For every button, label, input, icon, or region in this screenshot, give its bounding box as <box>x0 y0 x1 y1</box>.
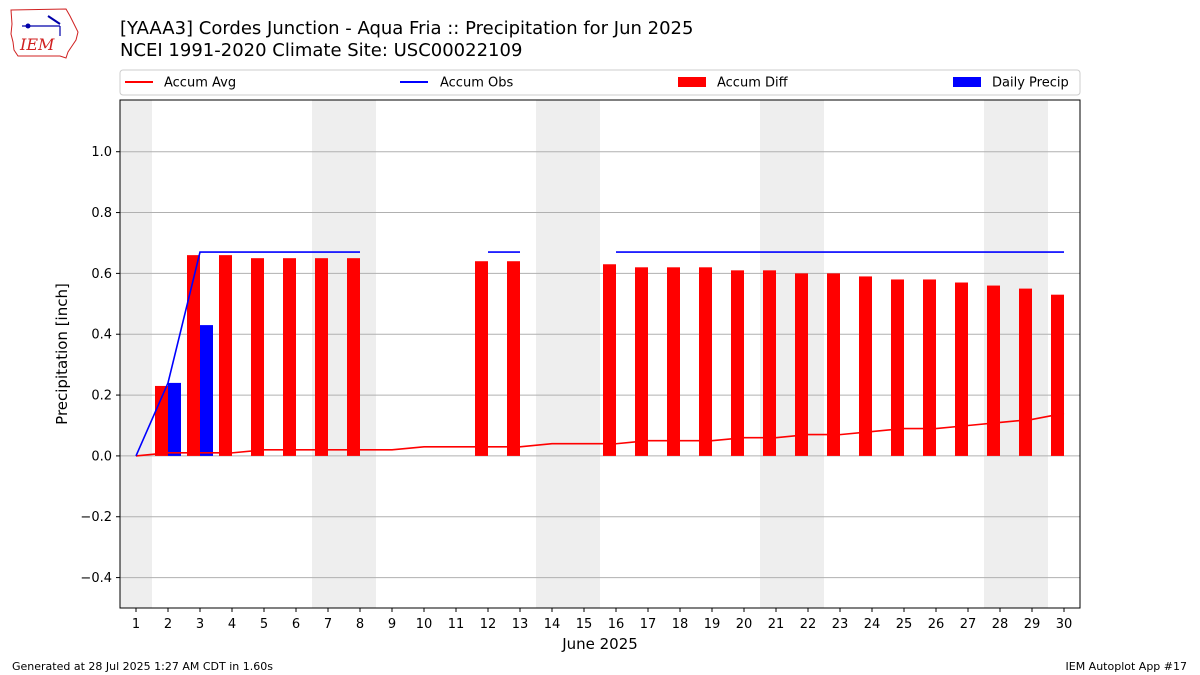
legend-label-daily-precip: Daily Precip <box>992 76 1069 91</box>
accum-diff-bar-24 <box>859 276 872 456</box>
accum-diff-bar-28 <box>987 285 1000 456</box>
generated-timestamp: Generated at 28 Jul 2025 1:27 AM CDT in … <box>12 660 273 673</box>
y-tick-label: 0.4 <box>91 328 112 343</box>
x-tick-label: 16 <box>608 617 625 632</box>
x-tick-label: 30 <box>1056 617 1073 632</box>
x-tick-label: 27 <box>960 617 977 632</box>
legend-label-accum-obs: Accum Obs <box>440 76 513 91</box>
legend-swatch-daily-precip <box>953 77 981 87</box>
x-tick-label: 11 <box>448 617 465 632</box>
accum-diff-bar-22 <box>795 273 808 456</box>
daily-precip-bar-2 <box>168 382 181 456</box>
chart-subtitle: NCEI 1991-2020 Climate Site: USC00022109 <box>120 40 523 61</box>
x-tick-label: 2 <box>164 617 172 632</box>
x-tick-label: 8 <box>356 617 364 632</box>
accum-diff-bar-16 <box>603 264 616 456</box>
accum-diff-bar-30 <box>1051 294 1064 456</box>
x-tick-label: 19 <box>704 617 721 632</box>
plot-frame <box>119 99 1081 609</box>
x-tick-label: 1 <box>132 617 140 632</box>
accum-diff-bar-29 <box>1019 288 1032 456</box>
x-tick-label: 28 <box>992 617 1009 632</box>
legend-label-accum-avg: Accum Avg <box>164 76 236 91</box>
accum-diff-bar-23 <box>827 273 840 456</box>
x-tick-label: 12 <box>480 617 497 632</box>
x-axis: 1 2 3 4 5 6 7 8 9 10 11 12 13 14 15 16 17 18 19 20 21 22 23 24 2… <box>132 608 1072 632</box>
accum-diff-bar-20 <box>731 270 744 456</box>
accum-avg-line <box>135 412 1065 457</box>
iem-logo: IEM <box>10 8 79 59</box>
accum-diff-bar-19 <box>699 267 712 456</box>
x-tick-label: 7 <box>324 617 332 632</box>
daily-precip-bar-3 <box>200 325 213 456</box>
grid-lines <box>120 151 1080 579</box>
x-tick-label: 9 <box>388 617 396 632</box>
x-tick-label: 18 <box>672 617 689 632</box>
y-tick-label: 0.2 <box>91 389 112 404</box>
logo-text: IEM <box>19 35 55 54</box>
x-tick-label: 3 <box>196 617 204 632</box>
accum-diff-bar-5 <box>251 258 264 456</box>
x-tick-label: 5 <box>260 617 268 632</box>
legend: Accum Avg Accum Obs Accum Diff Daily Precip <box>119 69 1081 96</box>
legend-label-accum-diff: Accum Diff <box>717 76 789 91</box>
x-tick-label: 24 <box>864 617 881 632</box>
accum-diff-bar-7 <box>315 258 328 456</box>
shaded-day-1 <box>120 100 152 608</box>
y-tick-label: 0.6 <box>91 267 112 282</box>
app-label: IEM Autoplot App #17 <box>1065 660 1188 673</box>
x-tick-label: 6 <box>292 617 300 632</box>
shaded-day-14 <box>536 100 568 608</box>
accum-diff-bar-6 <box>283 258 296 456</box>
y-tick-label: −0.2 <box>80 510 112 525</box>
y-axis: −0.4 −0.2 0.0 0.2 0.4 0.6 0.8 1.0 <box>80 145 120 586</box>
x-tick-label: 17 <box>640 617 657 632</box>
x-tick-label: 10 <box>416 617 433 632</box>
x-tick-label: 29 <box>1024 617 1041 632</box>
y-tick-label: −0.4 <box>80 571 112 586</box>
y-tick-label: 0.8 <box>91 206 112 221</box>
accum-obs-line <box>135 251 360 457</box>
x-tick-label: 25 <box>896 617 913 632</box>
x-tick-label: 14 <box>544 617 561 632</box>
x-tick-label: 22 <box>800 617 817 632</box>
accum-diff-bar-21 <box>763 270 776 456</box>
accum-diff-bar-27 <box>955 282 968 456</box>
accum-diff-bar-25 <box>891 279 904 456</box>
x-axis-label: June 2025 <box>561 635 638 653</box>
accum-diff-bar-8 <box>347 258 360 456</box>
shaded-day-15 <box>568 100 600 608</box>
legend-box <box>119 69 1081 96</box>
y-tick-label: 1.0 <box>91 145 112 160</box>
accum-diff-bar-26 <box>923 279 936 456</box>
x-tick-label: 20 <box>736 617 753 632</box>
bars <box>155 255 1064 456</box>
x-tick-label: 15 <box>576 617 593 632</box>
y-tick-label: 0.0 <box>91 449 112 464</box>
accum-diff-bar-12 <box>475 261 488 456</box>
x-tick-label: 21 <box>768 617 785 632</box>
accum-diff-bar-4 <box>219 255 232 456</box>
x-tick-label: 23 <box>832 617 849 632</box>
accum-diff-bar-17 <box>635 267 648 456</box>
accum-diff-bar-13 <box>507 261 520 456</box>
y-axis-label: Precipitation [inch] <box>53 283 71 425</box>
accum-diff-bar-3 <box>187 255 200 456</box>
accum-diff-bar-18 <box>667 267 680 456</box>
x-tick-label: 4 <box>228 617 236 632</box>
legend-swatch-accum-diff <box>678 77 706 87</box>
x-tick-label: 13 <box>512 617 529 632</box>
series-lines <box>135 251 1065 457</box>
x-tick-label: 26 <box>928 617 945 632</box>
chart-title: [YAAA3] Cordes Junction - Aqua Fria :: P… <box>120 18 694 39</box>
